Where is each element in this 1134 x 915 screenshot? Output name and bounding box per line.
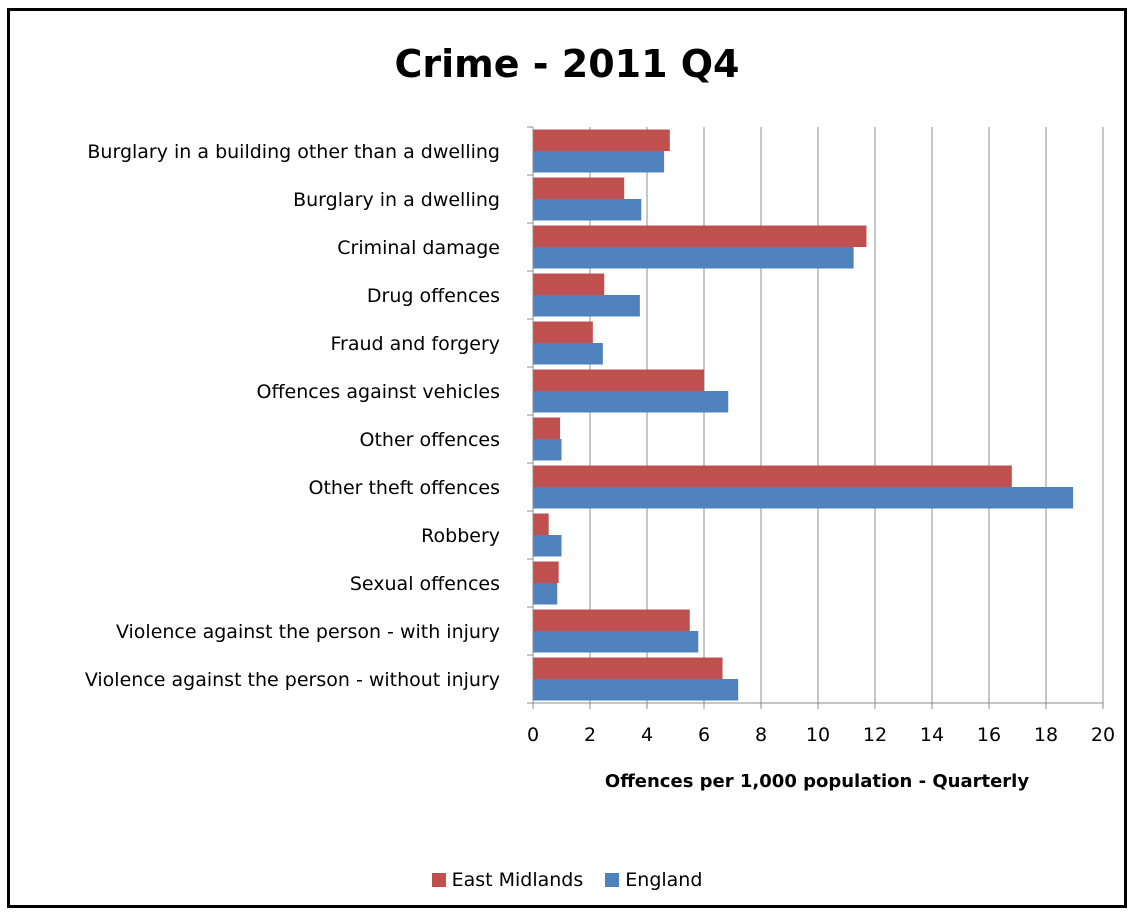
bar-england bbox=[533, 391, 729, 413]
x-tick-label: 16 bbox=[977, 724, 1001, 746]
legend-label: England bbox=[625, 869, 703, 891]
category-label: Drug offences bbox=[367, 285, 500, 307]
x-tick-label: 2 bbox=[584, 724, 596, 746]
legend: East Midlands England bbox=[0, 869, 1134, 891]
bar-england bbox=[533, 295, 640, 317]
x-axis-title: Offences per 1,000 population - Quarterl… bbox=[605, 771, 1029, 792]
chart-title: Crime - 2011 Q4 bbox=[394, 42, 740, 86]
x-tick-labels: 0 2 4 6 8 10 12 14 16 18 20 bbox=[527, 724, 1115, 746]
bar-england bbox=[533, 247, 854, 269]
legend-label: East Midlands bbox=[451, 869, 584, 891]
x-tick-label: 6 bbox=[698, 724, 710, 746]
bar-east-midlands bbox=[533, 129, 670, 151]
category-label: Robbery bbox=[421, 525, 500, 547]
category-label: Burglary in a building other than a dwel… bbox=[87, 141, 500, 163]
legend-swatch bbox=[605, 873, 620, 887]
bar-east-midlands bbox=[533, 657, 723, 679]
category-label: Sexual offences bbox=[350, 573, 500, 595]
legend-item: England bbox=[605, 869, 702, 891]
x-tick-label: 8 bbox=[755, 724, 767, 746]
x-tick-label: 12 bbox=[863, 724, 887, 746]
bar-east-midlands bbox=[533, 225, 867, 247]
bar-east-midlands bbox=[533, 369, 704, 391]
x-tick-label: 10 bbox=[806, 724, 830, 746]
bar-england bbox=[533, 679, 739, 701]
category-labels: Burglary in a building other than a dwel… bbox=[85, 141, 500, 691]
x-tick-label: 20 bbox=[1091, 724, 1115, 746]
category-label: Criminal damage bbox=[337, 237, 500, 259]
bar-england bbox=[533, 487, 1074, 509]
category-label: Burglary in a dwelling bbox=[293, 189, 500, 211]
gridlines bbox=[589, 127, 1104, 703]
bar-east-midlands bbox=[533, 513, 549, 535]
category-label: Violence against the person - without in… bbox=[85, 669, 500, 691]
bar-east-midlands bbox=[533, 465, 1012, 487]
bar-england bbox=[533, 199, 642, 221]
bar-east-midlands bbox=[533, 609, 690, 631]
x-tick-label: 0 bbox=[527, 724, 539, 746]
x-tick-label: 14 bbox=[920, 724, 944, 746]
bar-england bbox=[533, 631, 699, 653]
x-tick-label: 4 bbox=[641, 724, 653, 746]
x-tick-label: 18 bbox=[1034, 724, 1058, 746]
bar-england bbox=[533, 343, 603, 365]
bars bbox=[533, 129, 1074, 701]
axes bbox=[527, 126, 1104, 709]
bar-england bbox=[533, 151, 665, 173]
bar-england bbox=[533, 439, 562, 461]
bar-east-midlands bbox=[533, 321, 593, 343]
bar-england bbox=[533, 583, 558, 605]
bar-east-midlands bbox=[533, 561, 559, 583]
category-label: Offences against vehicles bbox=[257, 381, 500, 403]
legend-item: East Midlands bbox=[431, 869, 584, 891]
bar-east-midlands bbox=[533, 177, 625, 199]
category-label: Other theft offences bbox=[309, 477, 501, 499]
category-label: Fraud and forgery bbox=[330, 333, 500, 355]
bar-east-midlands bbox=[533, 417, 561, 439]
bar-east-midlands bbox=[533, 273, 605, 295]
category-label: Other offences bbox=[360, 429, 500, 451]
bar-england bbox=[533, 535, 562, 557]
category-label: Violence against the person - with injur… bbox=[116, 621, 500, 643]
legend-swatch bbox=[431, 873, 446, 887]
